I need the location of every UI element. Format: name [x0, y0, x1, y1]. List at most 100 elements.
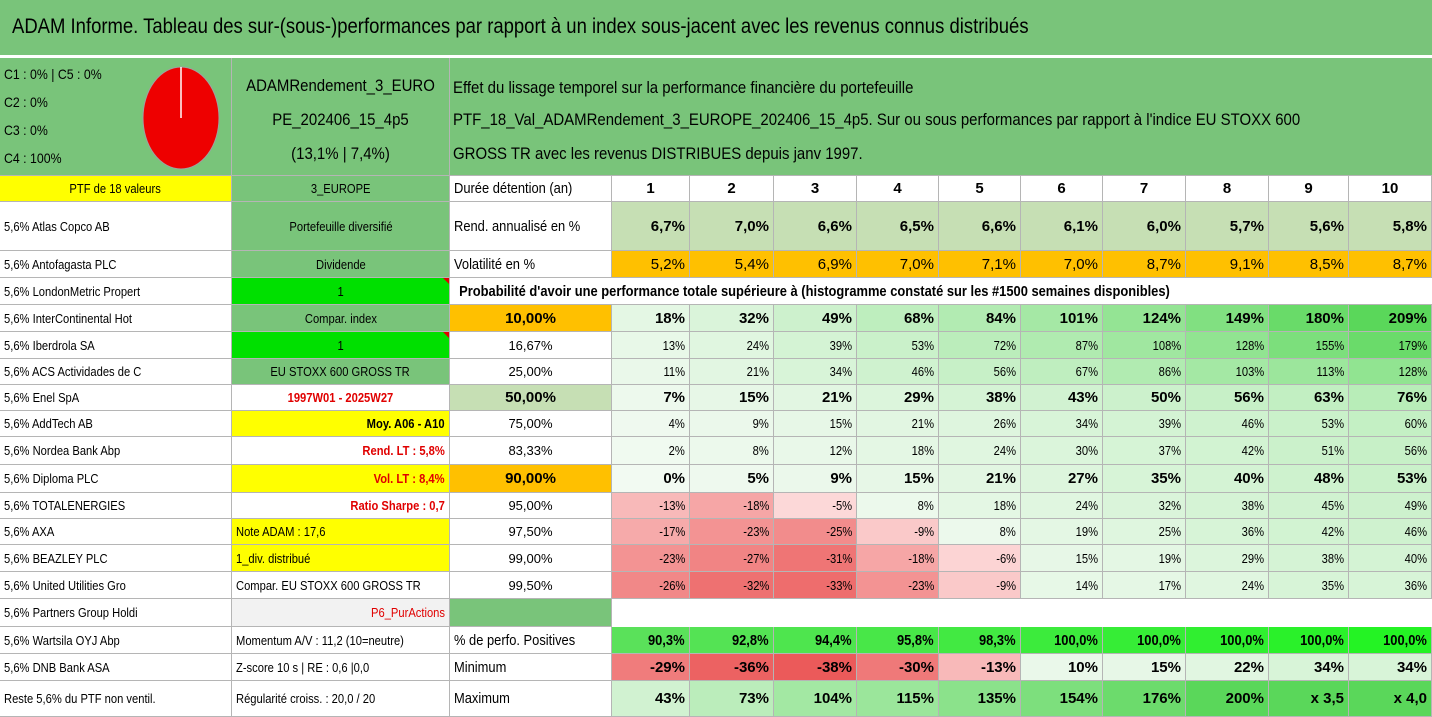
volatility-value-text: 8,5% [1309, 255, 1344, 273]
year-header-text: 3 [810, 180, 820, 197]
probability-value-text: 40% [1404, 550, 1427, 566]
probability-value: 38% [1269, 545, 1349, 572]
minimum-value: -13% [939, 654, 1021, 681]
probability-value: 149% [1186, 305, 1269, 332]
volatility-value: 9,1% [1186, 251, 1269, 278]
threshold-cell-text: 83,33% [508, 443, 553, 458]
annualized-value: 6,0% [1103, 202, 1186, 251]
probability-value: -9% [939, 572, 1021, 599]
probability-value-text: -25% [825, 524, 852, 539]
positive-value-text: 90,3% [648, 631, 685, 649]
probability-value: 9% [690, 411, 774, 437]
probability-value-text: -23% [907, 577, 934, 593]
holding-row-text: Reste 5,6% du PTF non ventil. [4, 691, 156, 706]
holding-row: 5,6% Diploma PLC [0, 465, 232, 493]
probability-value-text: 38% [985, 389, 1016, 406]
volatility-value: 5,4% [690, 251, 774, 278]
side-info-cell-text: 1_div. distribué [236, 550, 311, 566]
probability-value: 18% [612, 305, 690, 332]
strategy-highlight [450, 599, 612, 627]
probability-value-text: 180% [1305, 309, 1344, 327]
holding-row-text: 5,6% Wartsila OYJ Abp [4, 632, 120, 648]
threshold-cell-text: 25,00% [508, 364, 553, 379]
side-info-cell: Régularité croiss. : 20,0 / 20 [232, 681, 450, 717]
minimum-label: Minimum [450, 654, 612, 681]
side-info-cell: Dividende [232, 251, 450, 278]
probability-value-text: -9% [914, 524, 934, 539]
maximum-value-text: 115% [896, 690, 934, 707]
holding-row-text: 5,6% Nordea Bank Abp [4, 443, 121, 458]
probability-value: 21% [857, 411, 939, 437]
probability-value-text: 155% [1315, 337, 1344, 353]
probability-value: 0% [612, 465, 690, 493]
description-line3: GROSS TR avec les revenus DISTRIBUES dep… [453, 144, 863, 163]
year-header: 9 [1269, 176, 1349, 202]
side-info-cell: Z-score 10 s | RE : 0,6 |0,0 [232, 654, 450, 681]
minimum-value-text: -30% [898, 658, 934, 676]
probability-value: 13% [612, 332, 690, 359]
probability-value: 24% [939, 437, 1021, 465]
probability-value: 42% [1186, 437, 1269, 465]
probability-value: 32% [1103, 493, 1186, 519]
side-info-cell: Moy. A06 - A10 [232, 411, 450, 437]
probability-value-text: 21% [911, 416, 934, 431]
side-info-cell-text: Rend. LT : 5,8% [362, 443, 445, 458]
minimum-value: 34% [1269, 654, 1349, 681]
side-info-cell: 1_div. distribué [232, 545, 450, 572]
side-info-cell-text: 1 [337, 337, 344, 353]
probability-value: 60% [1349, 411, 1432, 437]
probability-value: 39% [774, 332, 857, 359]
holding-row: 5,6% Antofagasta PLC [0, 251, 232, 278]
probability-value-text: 149% [1225, 309, 1264, 327]
probability-value: 27% [1021, 465, 1103, 493]
side-info-cell-text: Vol. LT : 8,4% [373, 471, 445, 486]
threshold-cell-text: 90,00% [505, 470, 556, 487]
threshold-cell-text: 50,00% [505, 389, 556, 406]
probability-value-text: 72% [993, 337, 1016, 353]
annualized-value: 6,1% [1021, 202, 1103, 251]
positive-value: 98,3% [939, 627, 1021, 654]
volatility-value-text: 5,2% [650, 255, 685, 273]
annualized-value-text: 5,8% [1392, 217, 1427, 235]
side-info-cell-text: Note ADAM : 17,6 [236, 524, 326, 539]
probability-value: 15% [1021, 545, 1103, 572]
positive-value-text: 100,0% [1383, 631, 1427, 649]
holding-row-text: 5,6% Enel SpA [4, 390, 80, 405]
side-info-cell-text: Z-score 10 s | RE : 0,6 |0,0 [236, 659, 370, 675]
volatility-label: Volatilité en % [450, 251, 612, 278]
probability-value: 21% [939, 465, 1021, 493]
side-info-cell-text: Ratio Sharpe : 0,7 [350, 498, 445, 513]
volatility-value-text: 8,7% [1392, 255, 1427, 273]
class-allocation-1: C1 : 0% | C5 : 0% [4, 66, 102, 82]
positive-value-text: 92,8% [732, 631, 769, 649]
maximum-value: 200% [1186, 681, 1269, 717]
description-line2: PTF_18_Val_ADAMRendement_3_EUROPE_202406… [453, 110, 1301, 129]
duration-label: Durée détention (an) [450, 176, 612, 202]
threshold-cell-text: 95,00% [508, 498, 553, 513]
holding-row: 5,6% TOTALENERGIES [0, 493, 232, 519]
probability-value: 21% [690, 359, 774, 385]
volatility-value-text: 7,0% [899, 255, 934, 273]
side-info-cell: Ratio Sharpe : 0,7 [232, 493, 450, 519]
probability-value: 72% [939, 332, 1021, 359]
threshold-cell: 25,00% [450, 359, 612, 385]
probability-value: 63% [1269, 385, 1349, 411]
maximum-value-text: 43% [654, 690, 685, 707]
threshold-cell: 90,00% [450, 465, 612, 493]
volatility-value: 7,1% [939, 251, 1021, 278]
probability-value-text: 46% [1404, 524, 1427, 539]
probability-value-text: 25% [1158, 524, 1181, 539]
probability-value-text: 21% [985, 470, 1016, 487]
maximum-value: 154% [1021, 681, 1103, 717]
probability-value-text: 19% [1158, 550, 1181, 566]
side-info-cell: 1997W01 - 2025W27 [232, 385, 450, 411]
annualized-value-text: 6,7% [650, 217, 685, 235]
probability-value: 18% [939, 493, 1021, 519]
probability-value-text: -27% [742, 550, 769, 566]
probability-value-text: 18% [911, 443, 934, 458]
probability-value: 53% [1269, 411, 1349, 437]
probability-value: -26% [612, 572, 690, 599]
minimum-value-text: 15% [1150, 658, 1181, 676]
probability-value: 49% [774, 305, 857, 332]
probability-value: -27% [690, 545, 774, 572]
